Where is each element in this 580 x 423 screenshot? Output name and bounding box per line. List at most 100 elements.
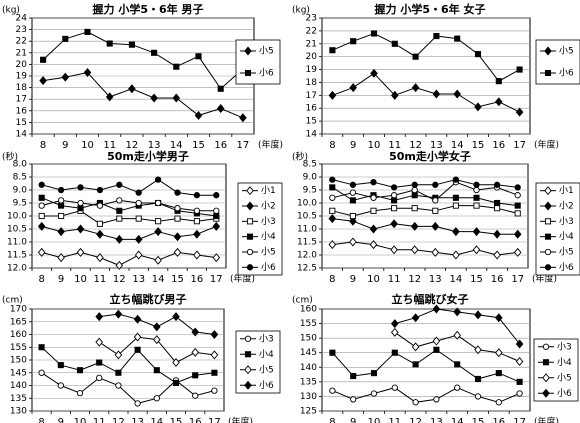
data-point (77, 199, 84, 207)
data-point (96, 253, 104, 263)
y-tick-label: 8.5 (303, 160, 317, 170)
series-line (41, 199, 217, 212)
series-小5 (391, 327, 524, 366)
legend-marker (542, 373, 550, 383)
data-point (76, 224, 85, 234)
y-tick-label: 155 (10, 343, 27, 353)
data-point (38, 344, 45, 351)
data-point (495, 97, 503, 107)
data-point (58, 202, 65, 209)
y-tick-label: 20 (16, 60, 28, 70)
y-unit-label: (秒) (292, 151, 308, 163)
x-tick-label: 13 (429, 274, 442, 285)
y-tick-label: 160 (300, 305, 317, 315)
legend-label: 小3 (559, 216, 574, 227)
data-point (329, 47, 336, 54)
x-unit-label: (年度) (230, 273, 255, 285)
data-point (410, 221, 419, 231)
data-point (410, 245, 419, 255)
data-point (57, 253, 65, 263)
data-point (115, 369, 122, 376)
data-point (173, 247, 182, 257)
data-point (473, 202, 480, 209)
data-point (391, 384, 398, 391)
y-tick-label: 140 (300, 363, 317, 373)
data-point (329, 184, 336, 191)
x-tick-label: 11 (388, 417, 401, 423)
legend-label: 小5 (259, 46, 274, 57)
data-point (474, 345, 482, 355)
legend-marker (542, 388, 550, 398)
chart-title: 握力 小学5・6年 男子 (93, 2, 204, 16)
legend-marker (544, 218, 552, 225)
data-point (369, 240, 378, 250)
legend-marker (244, 365, 252, 375)
data-point (58, 212, 65, 220)
data-point (193, 250, 201, 260)
series-小4 (329, 346, 523, 385)
data-point (370, 207, 377, 214)
data-point (433, 396, 440, 403)
data-point (391, 90, 399, 100)
x-unit-label: (年度) (534, 139, 559, 151)
data-point (172, 379, 180, 387)
data-point (128, 41, 135, 48)
data-point (76, 247, 85, 257)
series-line (332, 32, 520, 82)
legend-marker (544, 248, 552, 256)
data-point (192, 392, 199, 399)
legend-marker (544, 201, 552, 211)
series-line (332, 205, 518, 217)
legend-label: 小6 (557, 388, 572, 399)
data-point (216, 103, 225, 113)
data-point (513, 247, 522, 257)
legend-label: 小6 (559, 262, 574, 273)
data-point (76, 367, 84, 374)
data-point (474, 393, 482, 400)
data-point (173, 232, 182, 242)
y-tick-label: 130 (10, 407, 27, 417)
series-line (332, 186, 518, 207)
y-tick-label: 12.5 (297, 264, 317, 274)
legend-marker (544, 186, 552, 196)
y-tick-label: 9.0 (303, 173, 318, 183)
legend-label: 小5 (261, 247, 276, 258)
data-point (193, 218, 200, 225)
data-point (114, 350, 123, 360)
data-point (328, 90, 337, 100)
x-tick-label: 16 (492, 140, 505, 151)
data-point (329, 349, 336, 356)
x-tick-label: 11 (388, 274, 401, 285)
legend-label: 小6 (559, 68, 574, 79)
data-point (349, 83, 357, 93)
data-point (370, 179, 377, 186)
data-point (495, 399, 502, 406)
data-point (473, 186, 480, 194)
series-line (332, 387, 520, 403)
x-tick-label: 14 (450, 274, 463, 285)
data-point (452, 227, 460, 237)
data-point (370, 194, 377, 201)
x-tick-label: 12 (409, 417, 422, 423)
legend-marker (544, 69, 552, 77)
data-point (515, 107, 524, 117)
chart-panel-2: 握力 小学5・6年 女子 (kg) 14 15 16 17 18 19 20 21 22 23 8 9 10… (292, 2, 580, 151)
x-tick-label: 10 (74, 417, 87, 423)
y-unit-label: (cm) (2, 296, 23, 306)
series-小6 (329, 176, 521, 191)
legend-marker (244, 69, 252, 77)
series-line (41, 346, 215, 384)
series-line (332, 72, 520, 113)
data-point (150, 93, 158, 103)
data-point (391, 197, 398, 204)
series-line (332, 349, 520, 383)
data-point (96, 202, 104, 209)
data-point (96, 220, 103, 227)
x-tick-label: 15 (472, 417, 485, 423)
y-tick-label: 11.0 (297, 225, 317, 235)
x-unit-label: (年度) (228, 416, 253, 423)
data-point (172, 93, 181, 103)
data-point (38, 369, 45, 376)
x-tick-label: 14 (451, 417, 464, 423)
